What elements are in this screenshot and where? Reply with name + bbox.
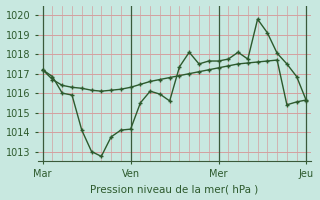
- X-axis label: Pression niveau de la mer( hPa ): Pression niveau de la mer( hPa ): [91, 184, 259, 194]
